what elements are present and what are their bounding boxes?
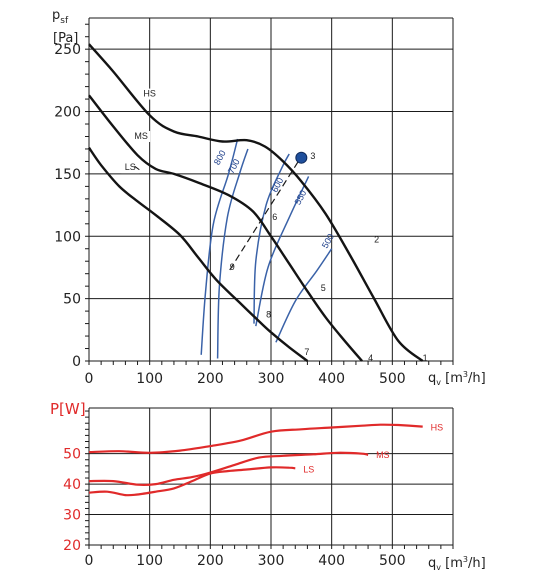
operating-point-marker [295,151,308,164]
curve-label-bg [121,162,140,174]
curve-label-bg [132,130,151,142]
flow-axis-label-top: qv [m3/h] [428,370,486,387]
operating-point-label: 4 [368,353,373,363]
power-flow-tick-label: 0 [85,553,94,569]
curve-label-ms: MS [134,131,148,141]
flow-tick-label: 500 [379,371,406,387]
power-tick-label: 30 [63,508,81,524]
pressure-axis-label: psf [52,8,69,26]
power-series: HS MS LS [88,423,444,497]
power-curve-label-ms: MS [376,450,390,460]
pressure-tick-label: 0 [72,354,81,370]
operating-point-label: 2 [374,235,379,245]
pressure-curve-ms [88,94,363,362]
power-curve-ms [88,451,369,487]
pressure-curve-ls [88,147,309,362]
flow-tick-label: 100 [136,371,163,387]
power-tick-label: 50 [63,447,81,463]
power-curve-ls [88,466,296,497]
iso-noise-curve [275,248,333,343]
flow-tick-label: 300 [258,371,285,387]
power-curve-label-hs: HS [431,423,444,433]
iso-noise-label: 500 [320,232,336,250]
power-grid [85,407,454,549]
iso-noise-label: 800 [212,149,228,167]
flow-tick-label: 200 [197,371,224,387]
flow-tick-label: 0 [85,371,94,387]
power-curve-label-ls: LS [303,464,314,474]
pressure-tick-label: 50 [63,292,81,308]
operating-point-label: 7 [304,347,309,357]
pressure-series: HS MS LS [88,43,424,362]
iso-noise-curve [255,176,310,327]
pressure-tick-label: 100 [54,229,81,245]
flow-axis-label-bottom: qv [m3/h] [428,555,486,572]
operating-point-label: 8 [266,309,271,319]
pressure-axis-unit: [Pa] [53,31,78,46]
pressure-tick-label: 200 [54,105,81,121]
curve-label-ls: LS [125,162,136,172]
operating-point-label: 3 [310,151,315,161]
pressure-grid [85,17,454,365]
power-tick-label: 40 [63,477,81,493]
flow-tick-label: 400 [318,371,345,387]
power-flow-tick-label: 200 [197,553,224,569]
iso-noise-label: 550 [293,188,309,206]
power-flow-tick-label: 400 [318,553,345,569]
power-tick-label: 20 [63,538,81,554]
operating-point-label: 1 [423,353,428,363]
power-flow-tick-label: 300 [258,553,285,569]
pressure-tick-label: 250 [54,42,81,58]
operating-points: 1 2 3 4 5 6 7 8 9 [230,151,428,363]
power-axis-label: P[W] [50,400,86,418]
label-leader [134,165,140,171]
pressure-tick-label: 150 [54,167,81,183]
curve-label-hs: HS [143,89,156,99]
iso-noise-curve [216,148,249,359]
power-curve-hs [88,423,423,454]
curve-label-bg [140,88,159,100]
operating-point-label: 6 [272,212,277,222]
power-flow-tick-label: 500 [379,553,406,569]
operating-point-label: 5 [321,283,326,293]
power-flow-tick-label: 100 [136,553,163,569]
pressure-curve-hs [88,43,424,362]
operating-point-label: 9 [230,262,235,272]
iso-noise-curve [200,138,239,355]
